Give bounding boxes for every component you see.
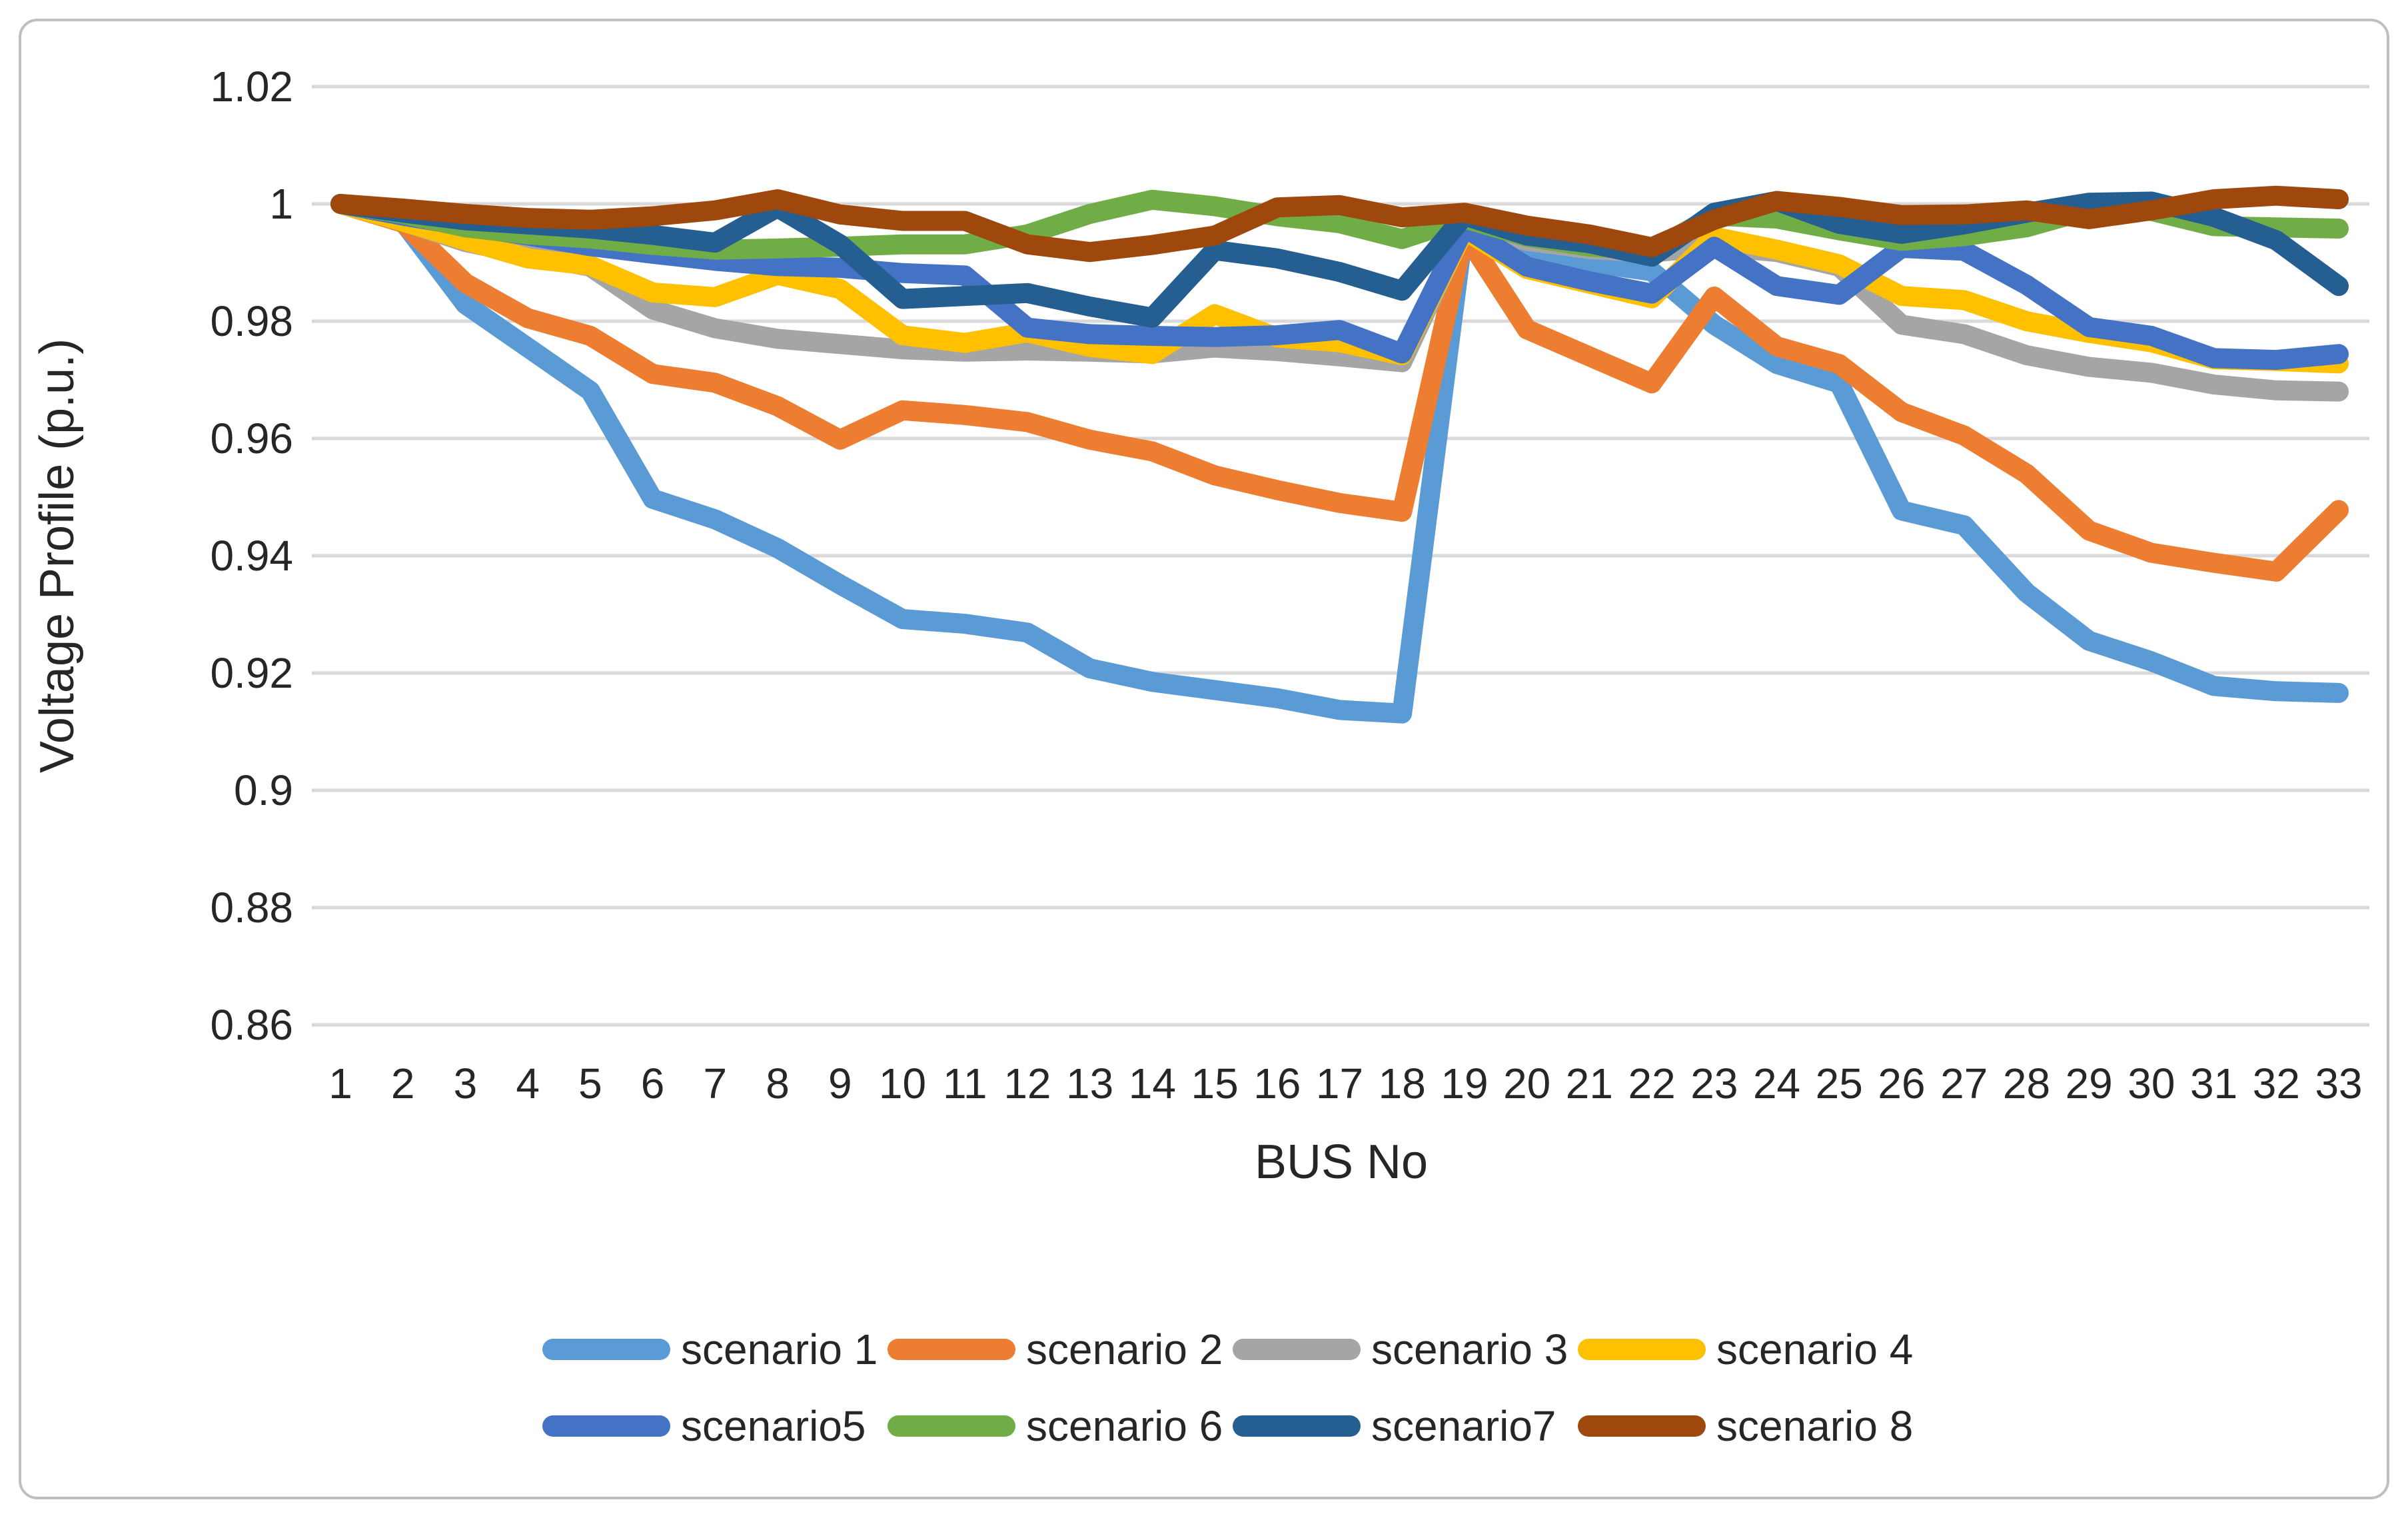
legend-item-scenario-1: scenario 1 bbox=[542, 1325, 878, 1373]
x-tick-20: 20 bbox=[1503, 1060, 1550, 1108]
x-tick-4: 4 bbox=[516, 1060, 540, 1108]
series-line-scenario-4 bbox=[330, 194, 2349, 374]
x-tick-28: 28 bbox=[2003, 1060, 2050, 1108]
legend-item-scenario-6: scenario 6 bbox=[888, 1402, 1223, 1450]
y-tick-0.98: 0.98 bbox=[210, 297, 293, 345]
legend-label-scenario-6: scenario 6 bbox=[1026, 1402, 1223, 1450]
y-tick-0.92: 0.92 bbox=[210, 649, 293, 697]
x-tick-17: 17 bbox=[1316, 1060, 1363, 1108]
series-line-scenario-3 bbox=[330, 194, 2349, 402]
x-tick-7: 7 bbox=[704, 1060, 728, 1108]
x-tick-9: 9 bbox=[828, 1060, 852, 1108]
x-tick-21: 21 bbox=[1566, 1060, 1613, 1108]
x-tick-22: 22 bbox=[1628, 1060, 1676, 1108]
x-tick-8: 8 bbox=[766, 1060, 790, 1108]
x-tick-13: 13 bbox=[1066, 1060, 1113, 1108]
x-tick-1: 1 bbox=[328, 1060, 352, 1108]
series-line-scenario-2 bbox=[330, 194, 2349, 582]
legend-label-scenario-3: scenario 3 bbox=[1371, 1325, 1568, 1373]
x-tick-6: 6 bbox=[641, 1060, 665, 1108]
x-tick-18: 18 bbox=[1379, 1060, 1426, 1108]
y-tick-0.96: 0.96 bbox=[210, 414, 293, 462]
series-lines bbox=[330, 185, 2349, 724]
x-tick-29: 29 bbox=[2066, 1060, 2113, 1108]
legend-label-scenario5: scenario5 bbox=[681, 1402, 866, 1450]
x-tick-5: 5 bbox=[578, 1060, 602, 1108]
x-tick-12: 12 bbox=[1003, 1060, 1051, 1108]
legend-item-scenario-2: scenario 2 bbox=[888, 1325, 1223, 1373]
series-line-scenario-8 bbox=[330, 185, 2349, 263]
x-tick-32: 32 bbox=[2253, 1060, 2300, 1108]
y-axis-title: Voltage Profile (p.u.) bbox=[31, 339, 84, 773]
x-tick-10: 10 bbox=[879, 1060, 926, 1108]
legend-item-scenario-3: scenario 3 bbox=[1233, 1325, 1568, 1373]
x-tick-3: 3 bbox=[454, 1060, 478, 1108]
y-tick-0.86: 0.86 bbox=[210, 1001, 293, 1049]
y-tick-1: 1 bbox=[269, 180, 293, 228]
legend-label-scenario7: scenario7 bbox=[1371, 1402, 1556, 1450]
chart-outer-border bbox=[19, 19, 2389, 1499]
x-tick-2: 2 bbox=[391, 1060, 415, 1108]
x-tick-25: 25 bbox=[1816, 1060, 1863, 1108]
legend-label-scenario-1: scenario 1 bbox=[681, 1325, 878, 1373]
x-tick-30: 30 bbox=[2127, 1060, 2175, 1108]
x-tick-11: 11 bbox=[943, 1060, 987, 1108]
legend-label-scenario-4: scenario 4 bbox=[1716, 1325, 1913, 1373]
y-tick-1.02: 1.02 bbox=[210, 63, 293, 111]
legend-item-scenario5: scenario5 bbox=[542, 1402, 866, 1450]
legend-item-scenario7: scenario7 bbox=[1233, 1402, 1556, 1450]
x-tick-26: 26 bbox=[1878, 1060, 1925, 1108]
x-tick-24: 24 bbox=[1753, 1060, 1800, 1108]
y-axis-tick-labels: 1.02 1 0.98 0.96 0.94 0.92 0.9 0.88 0.86 bbox=[210, 63, 293, 1049]
legend-label-scenario-8: scenario 8 bbox=[1716, 1402, 1913, 1450]
y-tick-0.94: 0.94 bbox=[210, 532, 293, 580]
x-tick-31: 31 bbox=[2190, 1060, 2237, 1108]
x-tick-19: 19 bbox=[1441, 1060, 1488, 1108]
legend-label-scenario-2: scenario 2 bbox=[1026, 1325, 1223, 1373]
x-axis-title: BUS No bbox=[1255, 1136, 1428, 1189]
x-tick-23: 23 bbox=[1690, 1060, 1738, 1108]
legend-item-scenario-4: scenario 4 bbox=[1578, 1325, 1913, 1373]
x-tick-15: 15 bbox=[1191, 1060, 1238, 1108]
y-tick-0.88: 0.88 bbox=[210, 884, 293, 932]
y-tick-0.9: 0.9 bbox=[234, 766, 293, 814]
x-tick-27: 27 bbox=[1940, 1060, 1988, 1108]
x-tick-16: 16 bbox=[1253, 1060, 1301, 1108]
legend: scenario 1 scenario 2 scenario 3 scenario 4… bbox=[542, 1325, 1913, 1450]
series-line-scenario-1 bbox=[330, 194, 2349, 724]
x-tick-33: 33 bbox=[2315, 1060, 2362, 1108]
x-axis-tick-labels: 1 2 3 4 5 6 7 8 9 10 11 12 13 14 15 16 17 18 19 20 21 22 23 24 2… bbox=[328, 1060, 2362, 1108]
x-tick-14: 14 bbox=[1129, 1060, 1176, 1108]
legend-item-scenario-8: scenario 8 bbox=[1578, 1402, 1913, 1450]
